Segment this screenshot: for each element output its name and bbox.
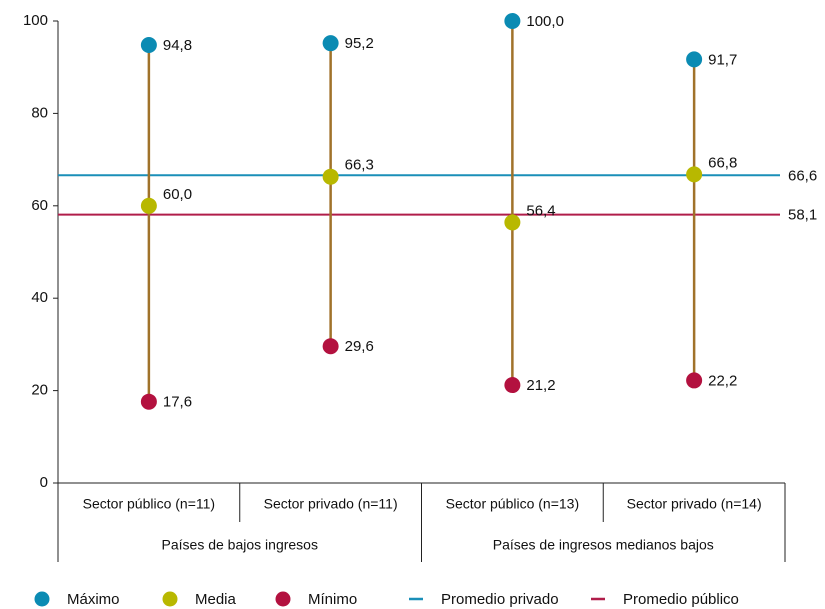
legend-label: Máximo xyxy=(67,591,120,608)
legend-label: Promedio privado xyxy=(441,591,559,608)
value-label: 21,2 xyxy=(526,377,555,394)
x-tick-label: Sector público (n=13) xyxy=(446,496,579,512)
legend-label: Mínimo xyxy=(308,591,357,608)
value-label: 91,7 xyxy=(708,51,737,68)
group-label: Países de ingresos medianos bajos xyxy=(493,537,714,553)
dot xyxy=(322,35,339,52)
dot xyxy=(322,338,339,355)
value-label: 60,0 xyxy=(163,186,192,203)
y-tick-label: 60 xyxy=(31,197,48,214)
value-label: 66,8 xyxy=(708,154,737,171)
legend-label: Media xyxy=(195,591,237,608)
dot xyxy=(504,377,521,394)
value-label: 56,4 xyxy=(526,202,555,219)
dot xyxy=(686,166,703,183)
dot xyxy=(686,51,703,68)
y-tick-label: 100 xyxy=(23,12,48,29)
y-tick-label: 0 xyxy=(40,474,48,491)
value-label: 95,2 xyxy=(345,35,374,52)
value-label: 66,3 xyxy=(345,157,374,174)
x-tick-label: Sector privado (n=14) xyxy=(627,496,762,512)
dot xyxy=(504,214,521,231)
legend-marker xyxy=(275,591,291,607)
dot xyxy=(140,37,157,54)
reference-label: 66,6 xyxy=(788,167,817,184)
value-label: 22,2 xyxy=(708,372,737,389)
value-label: 100,0 xyxy=(526,13,564,30)
y-tick-label: 80 xyxy=(31,104,48,121)
y-tick-label: 20 xyxy=(31,382,48,399)
dot xyxy=(140,197,157,214)
group-label: Países de bajos ingresos xyxy=(162,537,318,553)
value-label: 94,8 xyxy=(163,37,192,54)
dot xyxy=(322,168,339,185)
x-tick-label: Sector público (n=11) xyxy=(83,496,215,512)
x-tick-label: Sector privado (n=11) xyxy=(264,496,398,512)
dot xyxy=(504,13,521,29)
legend-marker xyxy=(162,591,178,607)
value-label: 29,6 xyxy=(345,338,374,355)
value-label: 17,6 xyxy=(163,394,192,411)
reference-label: 58,1 xyxy=(788,207,817,224)
legend-label: Promedio público xyxy=(623,591,739,608)
y-tick-label: 40 xyxy=(31,289,48,306)
dot xyxy=(686,372,703,389)
dot xyxy=(140,393,157,410)
legend-marker xyxy=(34,591,50,607)
